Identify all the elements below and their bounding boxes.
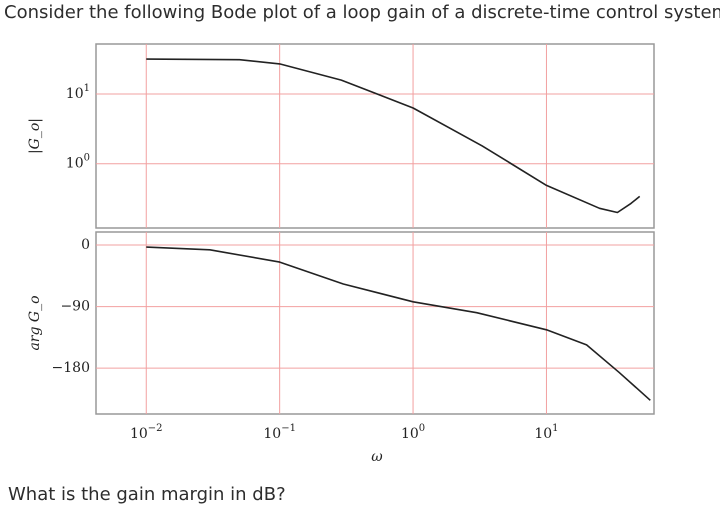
x-axis-label: ω	[371, 449, 383, 465]
curve	[146, 246, 651, 401]
question: Consider the following Bode plot of a lo…	[4, 2, 720, 23]
y-tick-label: −90	[60, 299, 90, 315]
plot-frame	[95, 231, 655, 415]
x-tick-label: 10−2	[130, 423, 163, 443]
bode-plot: 101 100 |G_o| 10−2 10−1 100 101 0 −90 −180 arg G_o…	[27, 43, 655, 465]
curve	[146, 58, 641, 214]
y-axis-label: arg G_o	[27, 295, 43, 350]
y-tick-label: −180	[52, 360, 90, 376]
x-tick-label: 101	[534, 423, 558, 443]
y-tick-label: 100	[66, 152, 90, 172]
y-tick-label: 0	[81, 237, 90, 253]
x-tick-label: 10−1	[263, 423, 296, 443]
prompt: What is the gain margin in dB?	[8, 484, 286, 505]
plot-frame	[95, 43, 655, 229]
y-axis-label: |G_o|	[27, 118, 43, 154]
y-tick-label: 101	[66, 82, 90, 102]
x-tick-label: 100	[401, 423, 425, 443]
